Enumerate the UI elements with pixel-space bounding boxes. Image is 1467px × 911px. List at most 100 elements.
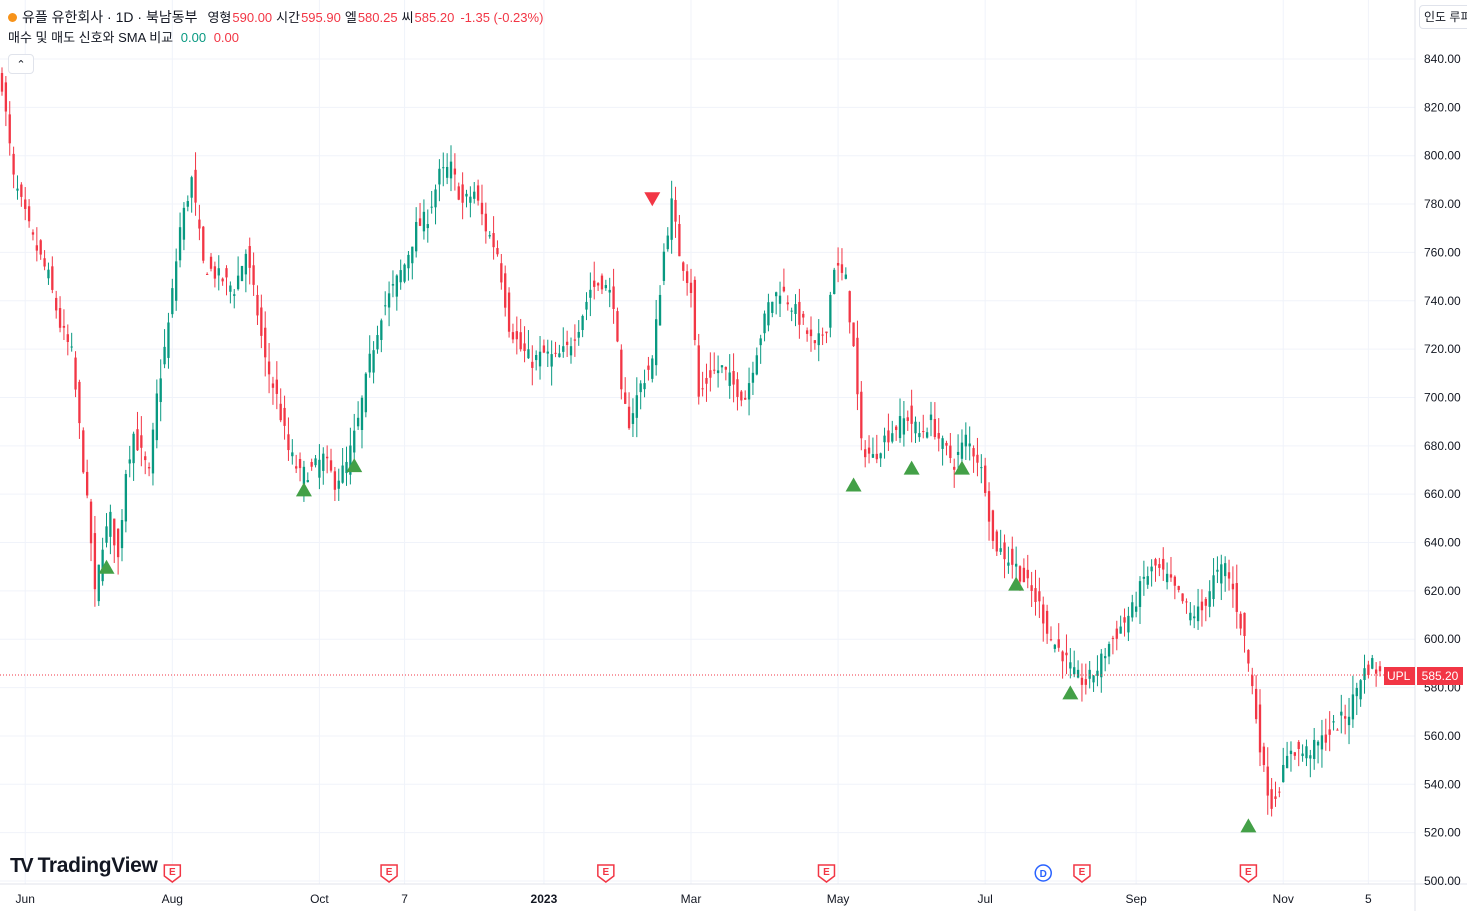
earnings-event-label: E [169,867,176,878]
candle-body [817,333,820,346]
candle-body [697,345,700,397]
candle-body [624,392,627,404]
candle-body [322,453,325,471]
candle-body [469,196,472,203]
candle-body [202,226,205,261]
candle-body [1076,669,1080,678]
candle-body [616,311,619,342]
candle-body [97,564,100,602]
time-tick-label: May [827,892,850,906]
candle-body [833,269,836,294]
candle-body [85,471,89,496]
candle-body [264,327,267,358]
candle-body [310,461,313,467]
candle-body [89,501,93,544]
candle-body [1328,729,1331,735]
candle-body [349,445,352,475]
candle-body [608,289,611,293]
candle-body [1378,666,1382,672]
candle-body [1235,583,1238,612]
candle-body [821,334,824,336]
candle-body [1247,649,1250,664]
candle-body [527,349,530,359]
candle-body [1336,729,1339,731]
candle-body [434,189,437,208]
candle-body [1254,688,1258,720]
candle-body [852,322,855,347]
candle-body [894,426,898,431]
candle-body [995,531,998,552]
candle-body [151,429,155,474]
candle-body [175,261,178,301]
candle-body [155,393,158,441]
candle-body [763,313,766,334]
candle-body [1053,644,1057,649]
earnings-event-icon [1073,864,1091,883]
candle-body [426,224,429,229]
candle-body [233,294,236,296]
candle-body [670,198,673,240]
collapse-legend-button[interactable]: ⌃ [8,54,34,74]
candle-body [66,334,69,343]
candle-body [1196,606,1200,622]
candle-body [492,233,495,248]
candle-body [217,268,220,276]
earnings-event-icon [163,864,182,883]
candle-body [620,349,623,390]
candle-body [867,447,871,454]
candle-body [732,371,735,385]
buy-signal-icon [295,482,312,497]
candle-body [356,417,360,427]
candle-body [546,351,549,354]
candle-body [716,370,720,374]
candle-body [1107,643,1111,657]
candle-body [55,297,58,311]
time-tick-label: 7 [401,892,408,906]
candle-body [891,433,894,442]
candle-body [171,288,174,315]
candle-body [461,184,464,203]
price-tick-label: 720.00 [1424,342,1461,356]
candle-body [600,275,604,290]
candle-body [1003,542,1006,560]
candle-body [298,458,302,469]
candle-body [678,223,681,257]
candle-body [302,466,306,485]
candle-body [902,418,906,435]
candle-body [1084,679,1087,685]
candle-body [956,451,960,455]
indicator-name[interactable]: 매수 및 매도 신호와 SMA 비교 [8,30,174,45]
buy-signal-icon [98,559,115,574]
tradingview-logo[interactable]: TV TradingView [10,852,158,880]
candle-body [798,301,801,325]
candle-body [569,346,573,356]
candle-body [194,169,197,203]
candle-body [372,350,375,373]
candle-body [1355,687,1358,697]
candle-body [236,275,240,290]
price-tick-label: 800.00 [1424,149,1461,163]
candle-body [1142,576,1146,579]
time-tick-label: Sep [1125,892,1147,906]
candle-body [1096,670,1099,676]
candle-body [596,283,600,286]
close-label: 씨 [401,10,414,25]
indicator-value-buy: 0.00 [180,30,207,45]
candle-body [484,213,488,232]
candle-body [519,332,522,350]
candle-body [387,293,391,308]
candle-body [980,467,983,469]
candle-body [159,378,162,403]
candle-body [972,448,975,457]
candle-body [635,395,638,418]
symbol-title[interactable]: 유플 유한회사 · 1D · 북남동부 [22,9,198,25]
candle-body [1165,573,1169,583]
candle-body [449,161,453,179]
candle-body [1154,559,1157,566]
currency-button[interactable]: 인도 루피 [1419,5,1467,29]
candle-body [802,313,805,318]
candle-body [1220,564,1223,584]
candle-body [829,294,832,328]
candle-body [658,294,662,326]
